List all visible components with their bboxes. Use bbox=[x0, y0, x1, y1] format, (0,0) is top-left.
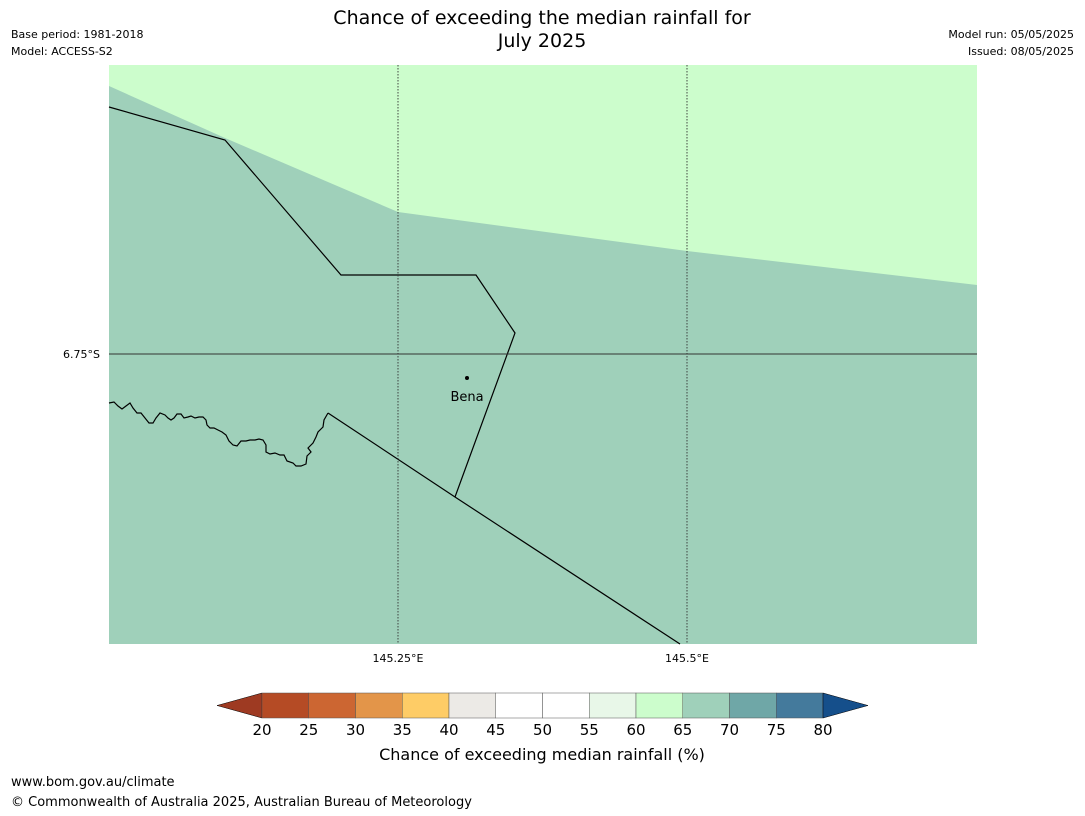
colorbar: 20 25 30 35 40 45 50 55 60 65 70 75 80 bbox=[216, 692, 869, 739]
boundary-line-north bbox=[108, 106, 516, 498]
base-period: Base period: 1981-2018 bbox=[11, 28, 144, 41]
place-marker-bena bbox=[465, 376, 469, 380]
graticule bbox=[109, 65, 977, 644]
colorbar-tick-50: 50 bbox=[533, 721, 552, 739]
colorbar-tick-45: 45 bbox=[486, 721, 505, 739]
title-line-1: Chance of exceeding the median rainfall … bbox=[333, 7, 751, 29]
footer-copyright: © Commonwealth of Australia 2025, Austra… bbox=[11, 795, 472, 810]
colorbar-segment-20-25 bbox=[261, 692, 309, 719]
boundary-line-south bbox=[327, 412, 681, 645]
colorbar-segment-45-50 bbox=[495, 692, 543, 719]
lon-label-145-25: 145.25°E bbox=[373, 652, 424, 665]
meta-left: Base period: 1981-2018 Model: ACCESS-S2 bbox=[11, 26, 143, 60]
colorbar-tick-60: 60 bbox=[626, 721, 645, 739]
colorbar-tick-25: 25 bbox=[299, 721, 318, 739]
colorbar-tick-75: 75 bbox=[767, 721, 786, 739]
colorbar-tick-20: 20 bbox=[252, 721, 271, 739]
district-boundaries bbox=[108, 106, 681, 645]
colorbar-title: Chance of exceeding median rainfall (%) bbox=[379, 745, 705, 764]
colorbar-high-arrow bbox=[822, 692, 869, 719]
colorbar-tick-55: 55 bbox=[580, 721, 599, 739]
lon-label-145-5: 145.5°E bbox=[665, 652, 709, 665]
colorbar-segment-40-45 bbox=[448, 692, 496, 719]
title-line-2: July 2025 bbox=[497, 30, 587, 52]
colorbar-tick-70: 70 bbox=[720, 721, 739, 739]
issued-date: Issued: 08/05/2025 bbox=[967, 45, 1074, 58]
coastline bbox=[108, 401, 329, 467]
colorbar-tick-30: 30 bbox=[346, 721, 365, 739]
colorbar-segment-75-80 bbox=[776, 692, 824, 719]
meta-right: Model run: 05/05/2025 Issued: 08/05/2025 bbox=[948, 26, 1074, 60]
model-name: Model: ACCESS-S2 bbox=[11, 45, 113, 58]
colorbar-segment-70-75 bbox=[729, 692, 777, 719]
map-title: Chance of exceeding the median rainfall … bbox=[242, 7, 842, 53]
lat-label-6-75: 6.75°S bbox=[63, 348, 100, 361]
colorbar-segment-60-65 bbox=[635, 692, 683, 719]
colorbar-segment-55-60 bbox=[589, 692, 637, 719]
footer-url[interactable]: www.bom.gov.au/climate bbox=[11, 775, 175, 790]
colorbar-tick-65: 65 bbox=[673, 721, 692, 739]
colorbar-segment-30-35 bbox=[355, 692, 403, 719]
colorbar-tick-80: 80 bbox=[813, 721, 832, 739]
model-run: Model run: 05/05/2025 bbox=[948, 28, 1074, 41]
colorbar-segment-65-70 bbox=[682, 692, 730, 719]
colorbar-segment-50-55 bbox=[542, 692, 590, 719]
probability-band-65-70 bbox=[109, 86, 977, 644]
colorbar-tick-40: 40 bbox=[439, 721, 458, 739]
colorbar-segment-35-40 bbox=[402, 692, 450, 719]
colorbar-tick-35: 35 bbox=[393, 721, 412, 739]
colorbar-segment-25-30 bbox=[308, 692, 356, 719]
colorbar-low-arrow bbox=[216, 692, 263, 719]
place-label-bena: Bena bbox=[450, 390, 483, 405]
